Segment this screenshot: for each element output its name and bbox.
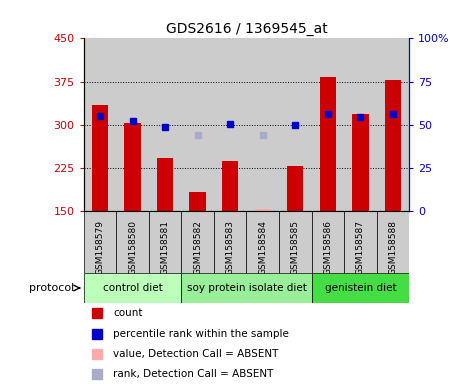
Bar — [246, 211, 279, 273]
Bar — [181, 38, 214, 211]
Bar — [352, 114, 368, 211]
Text: GSM158587: GSM158587 — [356, 220, 365, 275]
Bar — [149, 211, 181, 273]
Bar — [92, 104, 108, 211]
Bar — [189, 192, 206, 211]
Bar — [377, 211, 409, 273]
Bar — [124, 123, 140, 211]
Text: GSM158588: GSM158588 — [388, 220, 398, 275]
Bar — [344, 211, 377, 273]
Text: soy protein isolate diet: soy protein isolate diet — [186, 283, 306, 293]
Bar — [181, 211, 214, 273]
Text: GSM158580: GSM158580 — [128, 220, 137, 275]
Text: percentile rank within the sample: percentile rank within the sample — [113, 329, 289, 339]
Bar — [214, 38, 246, 211]
Text: GSM158585: GSM158585 — [291, 220, 300, 275]
Text: genistein diet: genistein diet — [325, 283, 396, 293]
Text: GSM158583: GSM158583 — [226, 220, 235, 275]
Text: GSM158586: GSM158586 — [323, 220, 332, 275]
Bar — [222, 161, 238, 211]
Bar — [254, 210, 271, 211]
Bar — [214, 211, 246, 273]
Text: rank, Detection Call = ABSENT: rank, Detection Call = ABSENT — [113, 369, 273, 379]
Bar — [84, 211, 116, 273]
Bar — [385, 80, 401, 211]
Text: value, Detection Call = ABSENT: value, Detection Call = ABSENT — [113, 349, 279, 359]
Bar — [312, 211, 344, 273]
Bar — [377, 38, 409, 211]
Bar — [287, 166, 303, 211]
Bar — [181, 273, 312, 303]
Bar — [344, 38, 377, 211]
Bar — [319, 77, 336, 211]
Bar — [84, 273, 181, 303]
Bar — [116, 38, 149, 211]
Bar — [312, 273, 409, 303]
Bar — [116, 211, 149, 273]
Text: count: count — [113, 308, 142, 318]
Text: GSM158584: GSM158584 — [258, 220, 267, 275]
Bar — [246, 38, 279, 211]
Bar — [157, 157, 173, 211]
Bar — [312, 38, 344, 211]
Text: GSM158582: GSM158582 — [193, 220, 202, 275]
Text: protocol: protocol — [29, 283, 74, 293]
Title: GDS2616 / 1369545_at: GDS2616 / 1369545_at — [166, 22, 327, 36]
Bar — [149, 38, 181, 211]
Text: GSM158581: GSM158581 — [160, 220, 170, 275]
Bar — [279, 38, 312, 211]
Text: control diet: control diet — [103, 283, 162, 293]
Bar — [84, 38, 116, 211]
Bar — [279, 211, 312, 273]
Text: GSM158579: GSM158579 — [95, 220, 105, 275]
